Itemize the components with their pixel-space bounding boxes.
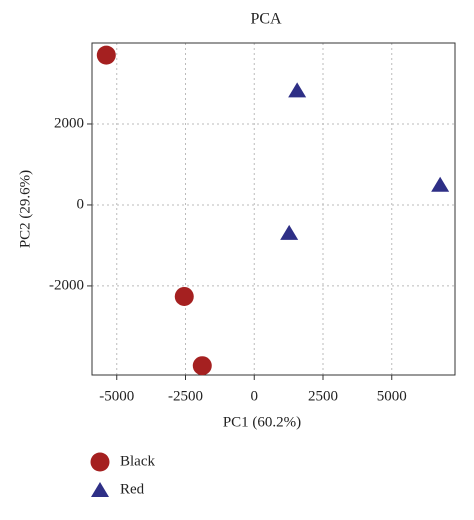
x-tick-label: 0	[251, 388, 259, 404]
legend-label: Red	[120, 481, 145, 497]
x-tick-label: 5000	[377, 388, 407, 404]
chart-title: PCA	[250, 11, 282, 28]
y-axis-label: PC2 (29.6%)	[17, 170, 33, 248]
circle-marker	[90, 452, 110, 472]
x-axis-label: PC1 (60.2%)	[223, 414, 301, 430]
y-tick-label: 2000	[54, 115, 84, 131]
x-tick-label: 2500	[308, 388, 338, 404]
triangle-marker	[280, 224, 299, 240]
y-tick-label: 0	[77, 196, 85, 212]
triangle-marker	[288, 82, 307, 98]
legend-label: Black	[120, 453, 155, 469]
x-tick-label: -2500	[168, 388, 203, 404]
circle-marker	[174, 286, 194, 306]
y-tick-label: -2000	[49, 277, 84, 293]
triangle-marker	[91, 482, 109, 497]
circle-marker	[192, 356, 212, 376]
plot-frame	[91, 42, 456, 376]
circle-marker	[96, 45, 116, 65]
x-tick-label: -5000	[99, 388, 134, 404]
triangle-marker	[431, 176, 450, 192]
